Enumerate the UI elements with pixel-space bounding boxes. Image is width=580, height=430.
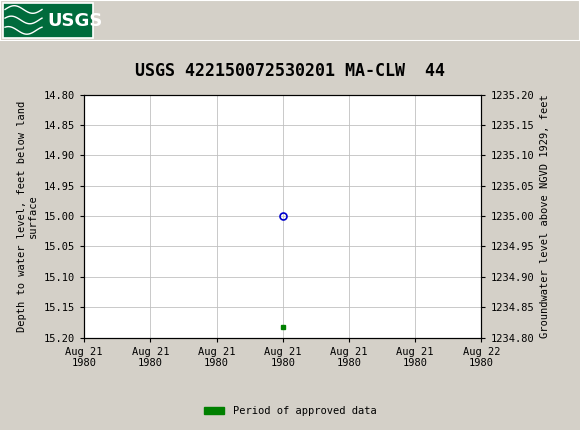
Text: USGS 422150072530201 MA-CLW  44: USGS 422150072530201 MA-CLW 44	[135, 62, 445, 80]
Y-axis label: Depth to water level, feet below land
surface: Depth to water level, feet below land su…	[17, 101, 38, 332]
Legend: Period of approved data: Period of approved data	[200, 402, 380, 421]
Bar	[3, 3, 93, 38]
Y-axis label: Groundwater level above NGVD 1929, feet: Groundwater level above NGVD 1929, feet	[540, 94, 550, 338]
Text: USGS: USGS	[47, 12, 103, 30]
